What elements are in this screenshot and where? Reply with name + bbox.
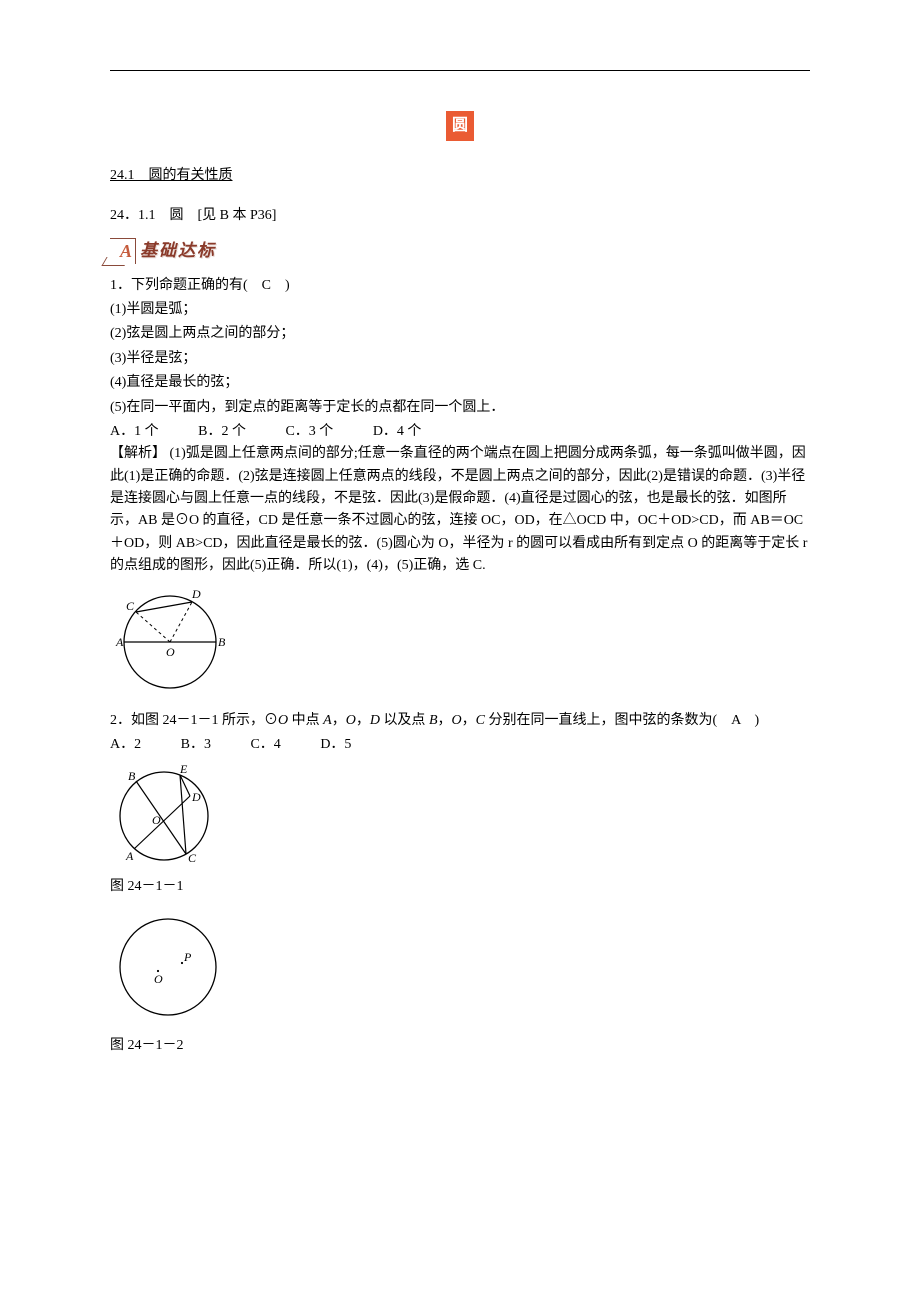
svg-text:B: B — [128, 769, 136, 783]
figure-2-caption: 图 24－1－1 — [110, 876, 810, 898]
svg-text:O: O — [152, 813, 161, 827]
level-badge: A 基础达标 — [110, 237, 810, 264]
figure-1: A B O C D — [110, 586, 810, 698]
q2-opt-b: B．3 — [181, 734, 211, 756]
q1-opt-c: C．3 个 — [285, 421, 333, 443]
figure-3-caption: 图 24－1－2 — [110, 1035, 810, 1057]
badge-letter: A — [120, 237, 132, 266]
svg-text:A: A — [125, 849, 134, 863]
q1-options: A．1 个 B．2 个 C．3 个 D．4 个 — [110, 421, 810, 443]
top-rule — [110, 70, 810, 71]
q1-item-4: (4)直径是最长的弦； — [110, 372, 810, 394]
svg-text:D: D — [191, 587, 201, 601]
q1-opt-a: A．1 个 — [110, 421, 159, 443]
page-title: 圆 — [446, 111, 474, 141]
svg-text:B: B — [218, 635, 226, 649]
q1-explain: 【解析】 (1)弧是圆上任意两点间的部分;任意一条直径的两个端点在圆上把圆分成两… — [110, 443, 810, 577]
svg-text:O: O — [154, 972, 163, 986]
figure-1-svg: A B O C D — [110, 586, 240, 698]
figure-2-svg: A B C D E O — [110, 764, 220, 864]
figure-2: A B C D E O — [110, 764, 810, 864]
q1-item-2: (2)弦是圆上两点之间的部分； — [110, 323, 810, 345]
q1-opt-d: D．4 个 — [373, 421, 422, 443]
q1-item-1: (1)半圆是弧； — [110, 299, 810, 321]
q1-item-3: (3)半径是弦； — [110, 348, 810, 370]
q2-stem: 2．如图 24－1－1 所示，⊙O 中点 A，O，D 以及点 B，O，C 分别在… — [110, 710, 810, 732]
figure-3-svg: O P — [110, 913, 230, 1023]
q2-options: A．2 B．3 C．4 D．5 — [110, 734, 810, 756]
figure-3: O P — [110, 913, 810, 1023]
q2-opt-a: A．2 — [110, 734, 141, 756]
q1-stem: 1．下列命题正确的有( C ) — [110, 275, 810, 297]
q1-item-5: (5)在同一平面内，到定点的距离等于定长的点都在同一个圆上． — [110, 397, 810, 419]
svg-text:D: D — [191, 790, 201, 804]
badge-text: 基础达标 — [140, 237, 216, 264]
svg-text:C: C — [188, 851, 197, 864]
svg-text:C: C — [126, 599, 135, 613]
svg-text:O: O — [166, 645, 175, 659]
svg-text:A: A — [115, 635, 124, 649]
q1-opt-b: B．2 个 — [198, 421, 246, 443]
subsection-heading: 24．1.1 圆 [见 B 本 P36] — [110, 205, 810, 227]
svg-text:E: E — [179, 764, 188, 776]
q2-opt-c: C．4 — [250, 734, 280, 756]
q2-opt-d: D．5 — [320, 734, 351, 756]
title-wrap: 圆 — [110, 111, 810, 141]
svg-text:P: P — [183, 950, 192, 964]
badge-letter-icon: A — [110, 238, 136, 264]
section-heading: 24.1 圆的有关性质 — [110, 165, 810, 187]
